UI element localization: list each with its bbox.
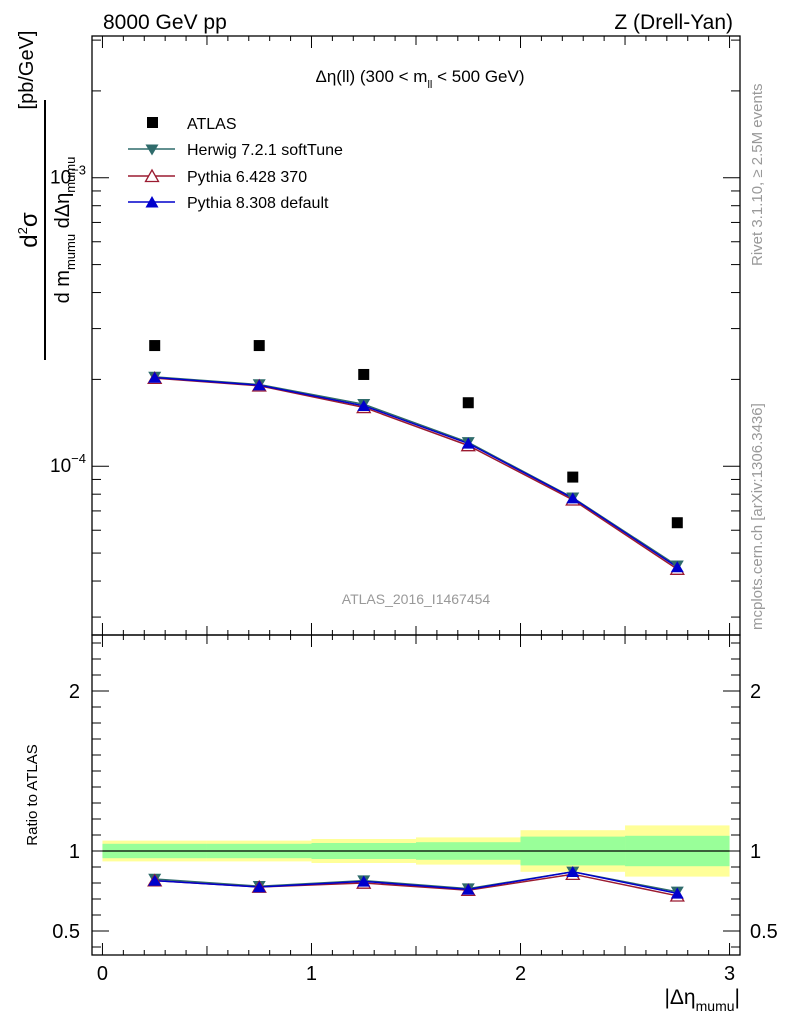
point-pythia8 [252,379,266,391]
ratio-y-tick-label-right: 1 [750,841,761,863]
ratio-panel: 0 1 2 3 0.5 0.5 1 1 2 2 [52,634,778,985]
y-tick-exponent: −4 [71,451,86,466]
mcplots-label: mcplots.cern.ch [arXiv:1306.3436] [749,403,766,630]
y-label-den-sub1: mumu [63,234,78,270]
x-label-close: | [735,986,740,1009]
point-atlas [671,517,683,529]
point-atlas [358,368,370,380]
y-tick-exponent: −3 [71,163,86,178]
legend-marker-atlas [147,117,158,128]
plot-title-tail: < 500 GeV) [432,67,524,86]
plot-title-sub: ll [427,79,432,91]
legend-label-herwig: Herwig 7.2.1 softTune [187,142,343,159]
ratio-point-pythia8 [148,874,162,886]
y-label-den-mid: dΔη [52,193,74,234]
x-tick-label: 2 [515,963,526,985]
ratio-y-label: Ratio to ATLAS [24,744,41,845]
ratio-y-tick-label: 1 [69,841,80,863]
ratio-y-tick-label-right: 2 [750,681,761,703]
ratio-y-tick-label: 0.5 [52,921,80,943]
ratio-y-tick-label: 2 [69,681,80,703]
y-label-denominator: d mmumu dΔηmumu [52,157,78,304]
point-pythia8 [566,492,580,504]
ratio-line-herwig [154,871,678,893]
y-label-den-d: d m [52,270,74,303]
x-axis-label: |Δηmumu| [664,986,740,1014]
x-tick-label: 1 [306,963,317,985]
legend-entry-pythia6: Pythia 6.428 370 [128,168,307,186]
legend-label-pythia6: Pythia 6.428 370 [187,169,307,186]
point-atlas [462,397,474,409]
point-pythia8 [670,561,684,573]
x-tick-label: 3 [724,963,735,985]
ratio-point-pythia8 [670,887,684,899]
analysis-label: ATLAS_2016_I1467454 [342,591,491,607]
y-tick-mantissa: 10 [50,168,71,189]
y-label-sigma: σ [16,212,43,227]
header-right: Z (Drell-Yan) [614,11,733,34]
plot-title-main: Δη(ll) (300 < m [315,67,427,86]
point-pythia8 [461,437,475,449]
legend-marker-pythia6 [144,168,160,183]
header-left: 8000 GeV pp [103,11,227,34]
legend-entry-pythia8: Pythia 8.308 default [128,195,329,212]
legend-label-atlas: ATLAS [187,116,237,133]
y-tick-mantissa: 10 [50,456,71,477]
ratio-point-pythia8 [252,881,266,893]
y-label-sup: 2 [15,227,30,234]
legend-marker-herwig [145,144,159,156]
ratio-point-pythia8 [461,883,475,895]
plot-title: Δη(ll) (300 < mll < 500 GeV) [315,67,524,91]
y-tick-label: 10−4 [50,451,86,477]
series-line-pythia6 [154,377,678,570]
y-label-d: d [16,234,43,247]
ratio-y-tick-label-right: 0.5 [750,921,778,943]
y-label-units: [pb/GeV] [16,31,38,110]
y-label-numerator: d2σ [15,212,43,248]
legend-label-pythia8: Pythia 8.308 default [187,195,329,212]
legend-entry-atlas: ATLAS [147,116,237,133]
ratio-frame [91,634,741,956]
series-line-pythia8 [154,376,678,568]
ratio-point-pythia8 [566,865,580,877]
x-label-sub: mumu [696,998,735,1014]
series-line-herwig [154,376,678,567]
point-pythia8 [357,399,371,411]
point-atlas [253,340,265,352]
rivet-label: Rivet 3.1.10, ≥ 2.5M events [749,84,766,267]
point-pythia8 [148,371,162,383]
ratio-point-pythia8 [357,875,371,887]
x-label-main: |Δη [664,986,695,1009]
main-panel: 10−410−3 [50,35,741,636]
point-atlas [567,471,579,483]
y-axis-label: d2σ d mmumu dΔηmumu [pb/GeV] [15,31,78,360]
point-atlas [149,340,161,352]
ratio-line-pythia8 [154,871,678,895]
y-label-den-sub2: mumu [63,157,78,193]
legend-entry-herwig: Herwig 7.2.1 softTune [128,142,343,159]
legend-marker-pythia8 [145,196,159,208]
legend: ATLAS Herwig 7.2.1 softTune Pythia 6.428… [128,116,343,212]
y-tick-label: 10−3 [50,163,86,189]
x-tick-label: 0 [97,963,108,985]
